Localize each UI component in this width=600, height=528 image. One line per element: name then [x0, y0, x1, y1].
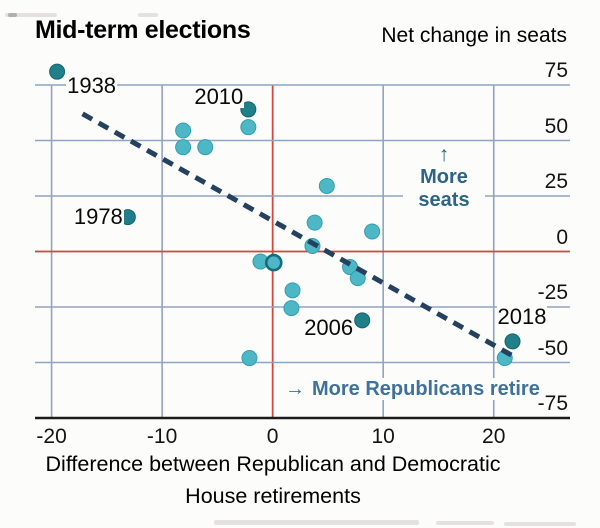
data-point [197, 139, 214, 156]
year-label-1938: 1938 [66, 72, 118, 98]
plot-canvas [35, 63, 570, 420]
data-point [241, 350, 258, 367]
x-axis-title-line2: House retirements [185, 484, 361, 508]
data-point-1938 [49, 63, 66, 80]
data-point [318, 178, 335, 195]
y-tick-label: -25 [537, 281, 568, 304]
annotation-more-seats-line2: seats [418, 189, 470, 211]
annotation-more-retire-text: More Republicans retire [312, 378, 540, 400]
x-tick-label: -20 [36, 425, 67, 448]
annotation-more-republicans-retire: → More Republicans retire [282, 378, 543, 400]
data-point [306, 214, 323, 231]
data-point-2018 [504, 333, 521, 350]
data-point [175, 139, 192, 156]
year-label-1978: 1978 [72, 204, 124, 230]
year-label-2018: 2018 [496, 304, 548, 330]
artifact-smudge [436, 521, 494, 525]
data-point [175, 122, 192, 139]
artifact-smudge [504, 522, 576, 526]
data-point-2010 [240, 101, 257, 118]
data-point [264, 253, 283, 272]
year-label-2010: 2010 [193, 84, 245, 110]
annotation-more-seats-line1: More [420, 166, 468, 188]
artifact-smudge [138, 13, 158, 17]
scatter-plot [35, 63, 570, 420]
y-tick-label: 0 [556, 225, 568, 249]
y-tick-label: 50 [544, 114, 568, 138]
y-tick-label: -50 [537, 336, 568, 360]
x-tick-label: 10 [371, 425, 395, 448]
y-tick-label: 25 [544, 170, 568, 193]
data-point-2006 [354, 312, 371, 329]
x-tick-label: 20 [482, 425, 506, 448]
artifact-smudge [214, 520, 419, 525]
annotation-more-seats: ↑ More seats [403, 143, 485, 213]
data-point [240, 119, 257, 136]
y-tick-label: -75 [537, 392, 568, 415]
right-arrow-icon: → [285, 378, 305, 400]
artifact-smudge [8, 13, 17, 17]
y-tick-label: 75 [544, 59, 568, 82]
x-tick-label: -10 [146, 425, 178, 448]
artifact-smudge [5, 13, 57, 17]
year-label-2006: 2006 [303, 315, 355, 341]
page-title: Mid-term elections [35, 16, 251, 44]
data-point [364, 223, 381, 240]
data-point [283, 300, 300, 317]
y-axis-title: Net change in seats [381, 24, 567, 47]
trend-line [81, 111, 516, 360]
x-axis-title-line1: Difference between Republican and Democr… [45, 452, 501, 476]
x-tick-label: 0 [266, 425, 279, 448]
up-arrow-icon: ↑ [438, 143, 450, 166]
data-point [284, 282, 301, 299]
